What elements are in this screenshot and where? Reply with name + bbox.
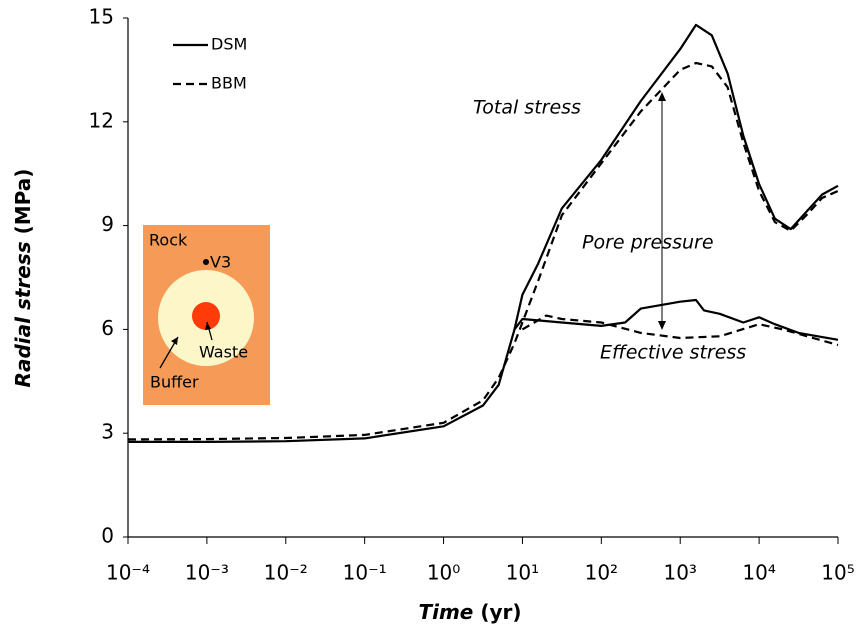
y-tick-label: 0 — [101, 524, 114, 548]
inset-label: Buffer — [150, 373, 199, 392]
x-tick-label: 10³ — [663, 561, 696, 585]
x-tick-label: 10⁻³ — [185, 561, 229, 585]
annotation: Effective stress — [600, 342, 746, 364]
inset-point — [203, 259, 209, 265]
x-axis-title-unit: (yr) — [480, 600, 521, 624]
y-tick-label: 3 — [101, 420, 114, 444]
annotation: Pore pressure — [582, 232, 714, 254]
legend-label: BBM — [211, 74, 247, 93]
y-tick-label: 15 — [89, 5, 114, 29]
inset-waste — [192, 302, 220, 330]
inset-label: Rock — [149, 231, 188, 250]
y-axis-title-unit: (MPa) — [11, 169, 35, 235]
series-line — [513, 298, 839, 341]
arrowhead — [658, 321, 666, 330]
inset-label: Waste — [199, 343, 248, 362]
x-axis-title: Time (yr) — [418, 600, 521, 624]
inset-label: V3 — [210, 253, 231, 272]
series-line — [521, 314, 839, 347]
y-tick-label: 12 — [89, 108, 114, 132]
annotation: Total stress — [473, 97, 581, 119]
inset-arrowhead — [171, 337, 178, 345]
x-tick-label: 10⁻⁴ — [106, 561, 150, 585]
y-tick-label: 9 — [101, 212, 114, 236]
x-tick-label: 10² — [585, 561, 618, 585]
inset-arrowhead — [205, 322, 211, 330]
x-tick-label: 10⁰ — [427, 561, 460, 585]
y-axis-title-quantity: Radial stress — [11, 241, 35, 387]
x-tick-label: 10⁵ — [821, 561, 854, 585]
series-line — [127, 61, 839, 441]
y-tick-label: 6 — [101, 316, 114, 340]
x-tick-label: 10⁻¹ — [343, 561, 387, 585]
y-axis-title: Radial stress (MPa) — [11, 169, 35, 388]
x-tick-label: 10⁴ — [742, 561, 775, 585]
x-axis-title-quantity: Time — [418, 600, 473, 624]
arrowhead — [658, 92, 666, 101]
series-line — [128, 23, 839, 443]
legend-label: DSM — [211, 35, 247, 54]
x-tick-label: 10⁻² — [264, 561, 308, 585]
x-tick-label: 10¹ — [506, 561, 539, 585]
